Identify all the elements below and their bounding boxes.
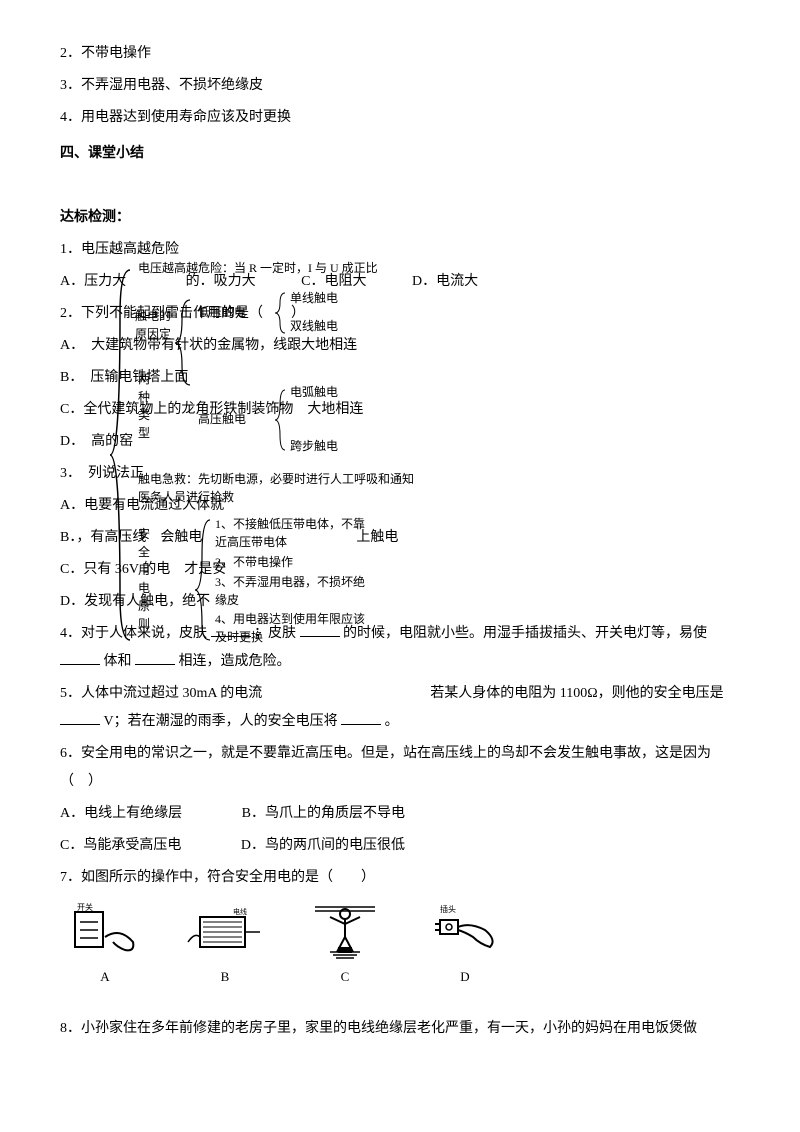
q5-blank1 xyxy=(60,711,100,725)
q4-blank3 xyxy=(60,651,100,665)
tree-text-14: 3、不弄湿用电器，不损坏绝缘皮 xyxy=(215,573,365,609)
q7-label-b: B xyxy=(221,964,230,990)
q7-label-d: D xyxy=(460,964,469,990)
q7-fig-c: C xyxy=(300,902,390,990)
q6-row1: A．电线上有绝缘层 B．鸟爪上的角质层不导电 xyxy=(60,800,740,828)
q5-line: 5．人体中流过超过 30mA 的电流 若某人身体的电阻为 1100Ω，则他的安全… xyxy=(60,680,740,736)
svg-text:插头: 插头 xyxy=(440,904,456,914)
q4-stem-end1: 体和 xyxy=(104,654,132,669)
dabiao-title: 达标检测： xyxy=(60,204,740,232)
tree-text-6: 两种类型 xyxy=(138,370,152,442)
tree-text-4: 单线触电 xyxy=(290,289,338,307)
tree-text-7: 电弧触电 xyxy=(290,383,338,401)
tree-text-12: 1、不接触低压带电体，不靠近高压带电体 xyxy=(215,515,365,551)
svg-text:电线: 电线 xyxy=(233,907,247,916)
q6-a: A．电线上有绝缘层 xyxy=(60,806,182,821)
svg-text:开关: 开关 xyxy=(77,902,93,912)
tree-text-5: 双线触电 xyxy=(290,317,338,335)
q7-label-a: A xyxy=(100,964,109,990)
q6-b: B．鸟爪上的角质层不导电 xyxy=(242,806,405,821)
tree-text-1: 电压越高越危险：当 R 一定时，I 与 U 成正比 xyxy=(138,259,378,277)
tree-text-8: 高压触电 xyxy=(198,410,246,428)
top-line-2: 2．不带电操作 xyxy=(60,40,740,68)
q5-stem-pre: 5．人体中流过超过 30mA 的电流 若某人身体的电阻为 1100Ω，则他的安全… xyxy=(60,686,724,701)
q5-stem-post: V；若在潮湿的雨季，人的安全电压将 xyxy=(104,714,338,729)
top-line-3: 3．不弄湿用电器、不损坏绝缘皮 xyxy=(60,72,740,100)
tree-text-10: 触电急救：先切断电源，必要时进行人工呼吸和通知医务人员进行抢救 xyxy=(138,470,418,506)
q7-fig-d: 插头 D xyxy=(420,902,510,990)
tree-text-3: 低压触电 xyxy=(198,303,246,321)
q5-stem-end: 。 xyxy=(385,714,399,729)
tree-text-9: 跨步触电 xyxy=(290,437,338,455)
socket-switch-icon: 开关 xyxy=(65,902,145,962)
q5-blank2 xyxy=(341,711,381,725)
section-4-title: 四、课堂小结 xyxy=(60,140,740,168)
person-wires-icon xyxy=(305,902,385,962)
tree-text-11: 安全用电原则 xyxy=(138,525,152,633)
q7-fig-b: 电线 B xyxy=(180,902,270,990)
tree-text-15: 4、用电器达到使用年限应该及时更换 xyxy=(215,610,365,646)
q4-blank4 xyxy=(135,651,175,665)
q8-stem: 8．小孙家住在多年前修建的老房子里，家里的电线绝缘层老化严重，有一天，小孙的妈妈… xyxy=(60,1015,740,1043)
q6-c: C．鸟能承受高压电 xyxy=(60,838,181,853)
plug-hand-icon: 插头 xyxy=(425,902,505,962)
tree-text-13: 2、不带电操作 xyxy=(215,553,293,571)
top-line-4: 4．用电器达到使用寿命应该及时更换 xyxy=(60,104,740,132)
q7-label-c: C xyxy=(341,964,350,990)
q7-figures: 开关 A 电线 B C 插头 D xyxy=(60,902,740,990)
q7-stem: 7．如图所示的操作中，符合安全用电的是（ ） xyxy=(60,864,740,892)
q6-row2: C．鸟能承受高压电 D．鸟的两爪间的电压很低 xyxy=(60,832,740,860)
tree-text-2: 触电的原因定 xyxy=(135,307,175,343)
q6-stem: 6．安全用电的常识之一，就是不要靠近高压电。但是，站在高压线上的鸟却不会发生触电… xyxy=(60,740,740,796)
heater-icon: 电线 xyxy=(185,902,265,962)
q4-stem-end2: 相连，造成危险。 xyxy=(179,654,291,669)
q6-d: D．鸟的两爪间的电压很低 xyxy=(241,838,405,853)
q7-fig-a: 开关 A xyxy=(60,902,150,990)
